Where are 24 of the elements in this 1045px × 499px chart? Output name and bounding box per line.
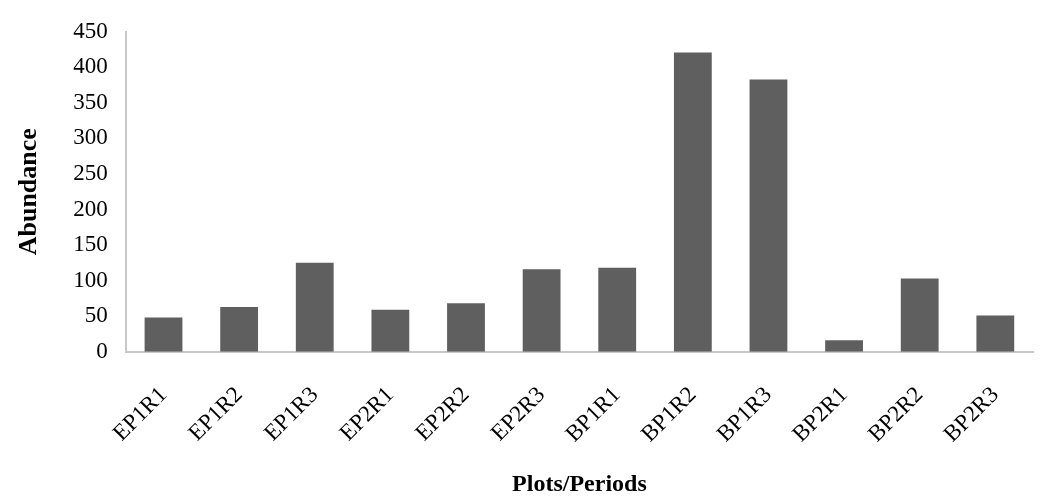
y-tick-label: 0 bbox=[96, 337, 108, 363]
bar bbox=[144, 317, 183, 352]
bar bbox=[976, 315, 1015, 352]
bar bbox=[825, 340, 863, 352]
y-tick-label: 100 bbox=[73, 266, 108, 292]
y-axis-title: Abundance bbox=[13, 128, 43, 256]
y-tick-label: 250 bbox=[73, 160, 108, 186]
bar bbox=[295, 262, 334, 352]
bar bbox=[220, 306, 259, 352]
y-tick-label: 200 bbox=[73, 195, 108, 221]
bar bbox=[900, 278, 939, 352]
y-tick-label: 450 bbox=[73, 17, 108, 43]
bar bbox=[522, 269, 561, 352]
bar bbox=[749, 79, 788, 352]
y-tick-label: 150 bbox=[73, 231, 108, 257]
bar bbox=[673, 52, 712, 352]
bar bbox=[371, 309, 410, 352]
y-tick-label: 50 bbox=[84, 302, 108, 328]
y-tick-label: 300 bbox=[73, 124, 108, 150]
x-axis-title: Plots/Periods bbox=[512, 469, 647, 496]
y-tick-label: 350 bbox=[73, 88, 108, 114]
bar bbox=[598, 267, 637, 352]
bar bbox=[447, 303, 485, 352]
y-tick-label: 400 bbox=[73, 53, 108, 79]
